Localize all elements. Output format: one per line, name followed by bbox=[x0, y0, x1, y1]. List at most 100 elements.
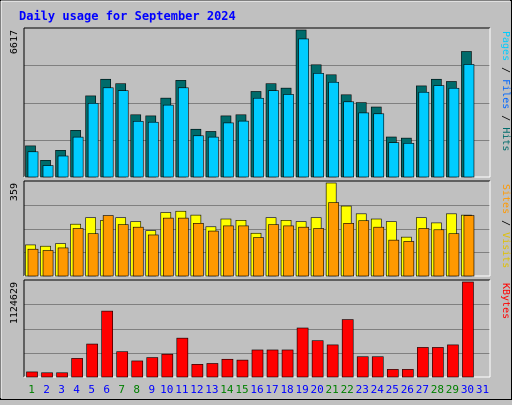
bar-kbytes-day-2 bbox=[41, 372, 53, 378]
bar-sites-day-16 bbox=[253, 237, 264, 277]
day-label-19: 19 bbox=[295, 383, 308, 396]
bar-kbytes-day-18 bbox=[281, 349, 294, 378]
chart-title: Daily usage for September 2024 bbox=[19, 9, 236, 23]
day-label-7: 7 bbox=[118, 383, 125, 396]
day-label-26: 26 bbox=[401, 383, 414, 396]
series-label-separator: / bbox=[500, 109, 511, 127]
bar-sites-day-25 bbox=[388, 239, 400, 277]
bar-sites-day-17 bbox=[268, 224, 279, 277]
bar-sites-day-2 bbox=[42, 250, 54, 277]
bar-files-day-24 bbox=[373, 113, 385, 178]
bar-files-day-9 bbox=[147, 121, 159, 178]
day-label-8: 8 bbox=[133, 383, 140, 396]
day-label-30: 30 bbox=[461, 383, 474, 396]
bar-kbytes-day-22 bbox=[341, 319, 354, 378]
bar-sites-day-15 bbox=[238, 225, 249, 277]
bar-sites-day-28 bbox=[433, 229, 445, 277]
bar-files-day-21 bbox=[328, 81, 339, 178]
series-label-hits: Hits bbox=[500, 127, 511, 151]
day-label-11: 11 bbox=[175, 383, 188, 396]
day-label-16: 16 bbox=[250, 383, 263, 396]
bar-kbytes-day-8 bbox=[131, 360, 144, 378]
bar-kbytes-day-29 bbox=[447, 344, 459, 378]
bar-sites-day-27 bbox=[418, 228, 430, 277]
bar-kbytes-day-10 bbox=[161, 353, 174, 378]
day-label-4: 4 bbox=[73, 383, 80, 396]
bar-files-day-26 bbox=[403, 143, 415, 178]
bar-sites-day-4 bbox=[72, 228, 84, 277]
bar-kbytes-day-11 bbox=[176, 337, 189, 378]
series-label-kbytes: KBytes bbox=[500, 283, 511, 319]
bar-sites-day-10 bbox=[162, 217, 174, 277]
bar-kbytes-day-16 bbox=[251, 349, 264, 378]
bar-files-day-4 bbox=[72, 136, 84, 178]
day-label-12: 12 bbox=[190, 383, 203, 396]
bar-sites-day-3 bbox=[57, 247, 69, 277]
bar-sites-day-19 bbox=[298, 226, 309, 277]
day-label-2: 2 bbox=[43, 383, 50, 396]
bar-sites-day-14 bbox=[223, 225, 234, 277]
day-label-18: 18 bbox=[280, 383, 293, 396]
bar-kbytes-day-17 bbox=[266, 349, 279, 378]
bar-kbytes-day-9 bbox=[146, 357, 159, 378]
day-label-10: 10 bbox=[160, 383, 173, 396]
bar-files-day-11 bbox=[178, 87, 189, 178]
bar-files-day-10 bbox=[162, 104, 174, 178]
bar-files-day-7 bbox=[117, 90, 129, 178]
bar-kbytes-day-21 bbox=[326, 344, 339, 378]
bar-kbytes-day-13 bbox=[206, 363, 219, 378]
panel-2-series-label: Sites / Visits bbox=[500, 184, 511, 268]
bar-sites-day-9 bbox=[147, 234, 159, 277]
bar-kbytes-day-7 bbox=[116, 351, 129, 378]
bar-files-day-22 bbox=[343, 101, 355, 178]
day-label-22: 22 bbox=[341, 383, 354, 396]
bar-files-day-14 bbox=[223, 122, 234, 178]
bar-files-day-6 bbox=[102, 87, 114, 178]
bar-files-day-29 bbox=[448, 87, 460, 178]
day-label-20: 20 bbox=[311, 383, 324, 396]
bar-files-day-25 bbox=[388, 142, 400, 178]
bar-sites-day-30 bbox=[463, 215, 475, 277]
bar-files-day-13 bbox=[208, 136, 219, 178]
day-label-1: 1 bbox=[28, 383, 35, 396]
day-label-24: 24 bbox=[371, 383, 385, 396]
panel-1-max-label: 6617 bbox=[9, 30, 20, 54]
bar-files-day-30 bbox=[463, 64, 475, 178]
bar-files-day-2 bbox=[42, 165, 54, 178]
day-label-25: 25 bbox=[386, 383, 399, 396]
bar-sites-day-23 bbox=[358, 220, 370, 277]
bar-files-day-20 bbox=[313, 73, 324, 178]
panel-3-max-label: 1124629 bbox=[9, 282, 20, 324]
bar-kbytes-day-25 bbox=[386, 369, 399, 378]
bar-sites-day-7 bbox=[117, 224, 129, 277]
day-label-15: 15 bbox=[235, 383, 248, 396]
series-label-separator: / bbox=[500, 61, 511, 79]
bar-kbytes-day-27 bbox=[417, 347, 429, 378]
bar-kbytes-day-20 bbox=[311, 340, 324, 378]
panel-2-max-label: 359 bbox=[9, 183, 20, 201]
bar-kbytes-day-24 bbox=[371, 356, 384, 378]
day-label-29: 29 bbox=[446, 383, 459, 396]
bar-sites-day-26 bbox=[403, 241, 415, 277]
bar-sites-day-21 bbox=[328, 202, 339, 277]
bar-kbytes-day-5 bbox=[86, 343, 98, 378]
bar-kbytes-day-28 bbox=[432, 347, 444, 378]
bar-files-day-18 bbox=[283, 94, 294, 178]
bar-files-day-1 bbox=[27, 151, 39, 178]
bar-kbytes-day-12 bbox=[191, 364, 204, 378]
series-label-visits: Visits bbox=[500, 232, 511, 268]
chart-panels: 6617 Pages / Files / Hits 359 Sites / Visit… bbox=[9, 27, 511, 396]
day-label-28: 28 bbox=[431, 383, 444, 396]
series-label-files: Files bbox=[500, 79, 511, 109]
panel-1-series-label: Pages / Files / Hits bbox=[500, 31, 511, 151]
bar-files-day-15 bbox=[238, 120, 249, 178]
bar-files-day-8 bbox=[132, 121, 144, 178]
bar-sites-day-29 bbox=[448, 233, 460, 277]
bar-files-day-28 bbox=[433, 85, 445, 178]
bar-kbytes-day-19 bbox=[296, 327, 309, 378]
bar-sites-day-12 bbox=[193, 223, 204, 277]
day-label-31: 31 bbox=[476, 383, 489, 396]
bar-sites-day-11 bbox=[178, 217, 189, 277]
series-label-separator: / bbox=[500, 214, 511, 232]
